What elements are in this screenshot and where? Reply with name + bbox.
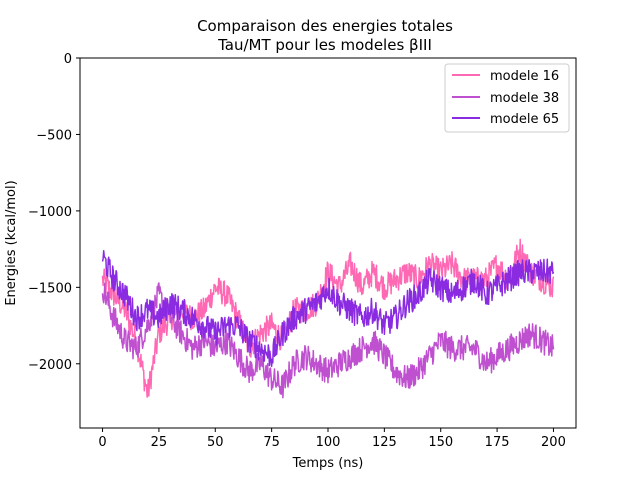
legend-label-modele-38: modele 38 bbox=[490, 91, 559, 106]
x-axis-label: Temps (ns) bbox=[292, 456, 364, 471]
legend-box bbox=[444, 63, 570, 133]
axis-ticks: 0 25 50 75 100 125 150 175 200 0 −500 −1000 −1500 −20… bbox=[28, 52, 566, 450]
x-tick-label: 125 bbox=[372, 435, 397, 450]
legend: modele 16 modele 38 modele 65 bbox=[444, 63, 570, 133]
x-tick-label: 0 bbox=[98, 435, 106, 450]
series-line-modele-65 bbox=[101, 249, 555, 368]
x-tick-label: 75 bbox=[263, 435, 280, 450]
chart-title: Comparaison des energies totales bbox=[197, 17, 453, 35]
x-tick-label: 150 bbox=[428, 435, 453, 450]
x-tick-label: 25 bbox=[151, 435, 168, 450]
plot-frame bbox=[79, 57, 577, 429]
plot-area bbox=[101, 238, 555, 399]
legend-label-modele-65: modele 65 bbox=[490, 112, 559, 127]
y-tick-label: −2000 bbox=[28, 358, 72, 373]
y-tick-label: −500 bbox=[36, 128, 72, 143]
x-tick-label: 200 bbox=[541, 435, 566, 450]
x-tick-label: 175 bbox=[485, 435, 510, 450]
series-line-modele-38 bbox=[101, 282, 555, 399]
y-tick-label: −1500 bbox=[28, 281, 72, 296]
legend-label-modele-16: modele 16 bbox=[490, 69, 559, 84]
y-tick-label: −1000 bbox=[28, 205, 72, 220]
chart-subtitle: Tau/MT pour les modeles βIII bbox=[217, 36, 432, 54]
y-tick-label: 0 bbox=[64, 52, 72, 67]
x-tick-label: 100 bbox=[316, 435, 341, 450]
x-tick-label: 50 bbox=[207, 435, 224, 450]
y-axis-label: Energies (kcal/mol) bbox=[4, 180, 19, 305]
